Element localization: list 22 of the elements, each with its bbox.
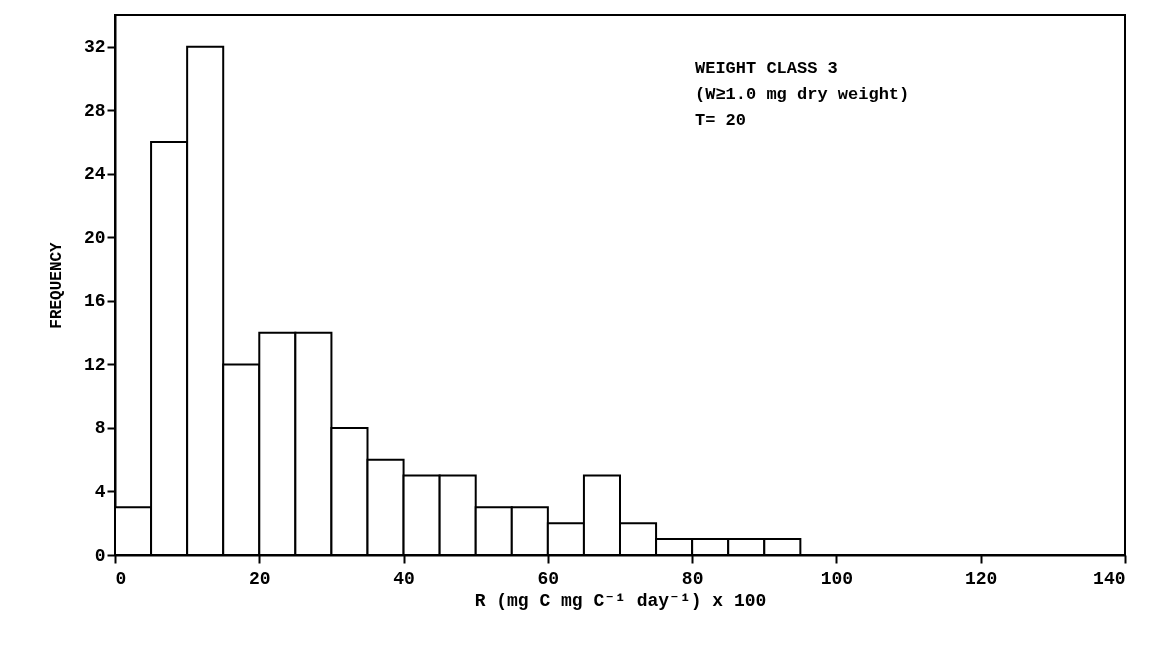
annotation: WEIGHT CLASS 3 <box>695 59 838 78</box>
y-tick-label: 16 <box>83 291 106 312</box>
y-tick-label: 4 <box>94 481 106 502</box>
x-tick-label: 100 <box>820 568 854 589</box>
x-axis-title: R (mg C mg C⁻¹ day⁻¹) x 100 <box>474 590 767 611</box>
y-tick-label: 8 <box>94 418 106 439</box>
x-tick-label: 120 <box>965 568 998 589</box>
annotation: T= 20 <box>695 111 747 130</box>
y-axis-title: FREQUENCY <box>47 241 66 329</box>
x-tick-label: 0 <box>115 568 127 589</box>
x-tick-label: 40 <box>393 568 415 589</box>
x-tick-label: 20 <box>248 568 271 589</box>
x-tick-label: 140 <box>1093 568 1126 589</box>
y-tick-label: 24 <box>83 164 106 185</box>
y-tick-label: 28 <box>83 100 106 121</box>
x-tick-label: 60 <box>537 568 560 589</box>
y-tick-label: 20 <box>83 227 106 248</box>
y-tick-label: 0 <box>94 545 106 566</box>
y-tick-label: 32 <box>83 37 106 58</box>
annotation: (W≥1.0 mg dry weight) <box>695 85 910 104</box>
x-tick-label: 80 <box>681 568 704 589</box>
y-tick-label: 12 <box>83 354 106 375</box>
